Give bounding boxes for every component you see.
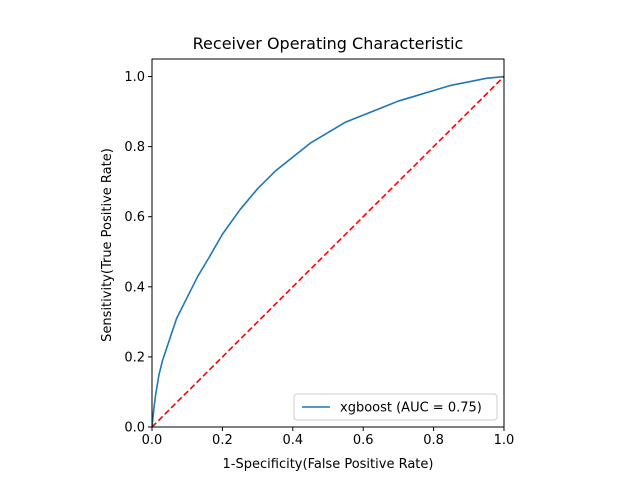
x-tick-label: 0.2 [212,433,233,448]
chance-line [152,75,504,427]
y-tick-label: 1.0 [124,70,145,85]
x-tick-label: 0.4 [282,433,303,448]
y-tick-label: 0.2 [124,350,145,365]
chart-title: Receiver Operating Characteristic [193,34,464,53]
y-tick-label: 0.4 [124,280,145,295]
legend-box [293,393,498,421]
y-axis-label: Sensitivity(True Positive Rate) [100,148,115,342]
plot-frame [151,58,505,428]
legend-label: xgboost (AUC = 0.75) [340,401,482,416]
y-tick-label: 0.6 [124,210,145,225]
plot-area [151,58,505,428]
x-tick-label: 0.0 [142,433,163,448]
x-tick-label: 0.8 [423,433,444,448]
x-tick-label: 1.0 [494,433,515,448]
legend: xgboost (AUC = 0.75) [293,393,498,421]
y-tick-label: 0.8 [124,140,145,155]
roc-curve-line [152,75,504,427]
axis-ticks: 0.0 0.2 0.4 0.6 0.8 1.0 0.0 0.2 0.4 0.6 0.8 1.0 [124,70,514,448]
y-tick-label: 0.0 [124,421,145,436]
x-tick-label: 0.6 [353,433,374,448]
x-axis-label: 1-Specificity(False Positive Rate) [223,457,434,472]
